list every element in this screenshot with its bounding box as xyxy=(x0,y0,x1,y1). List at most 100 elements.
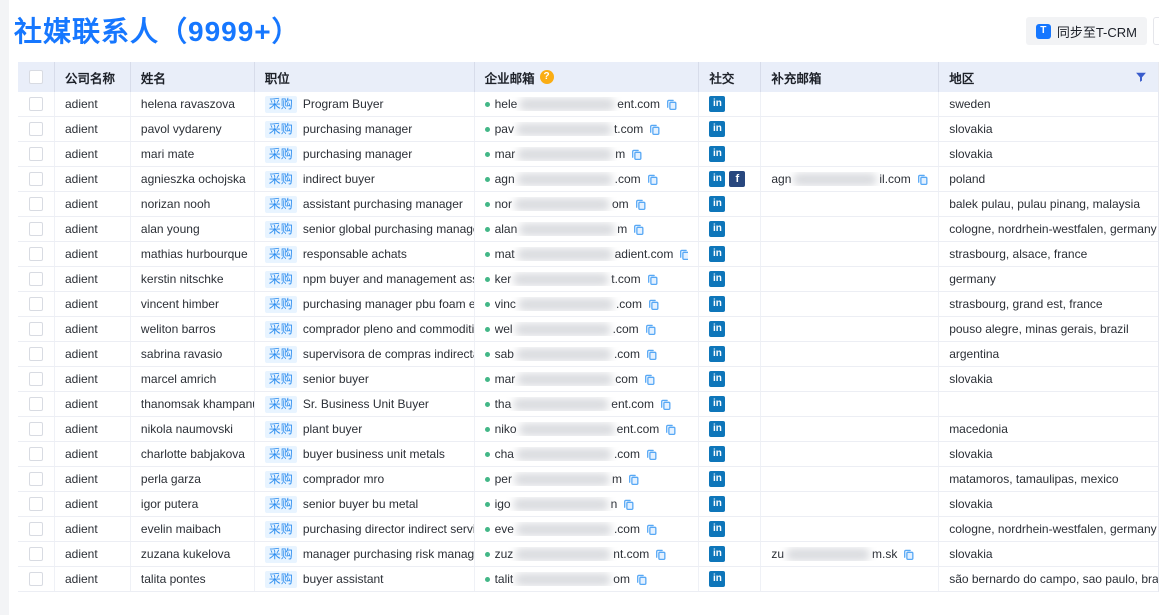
region-cell: sweden xyxy=(949,97,991,111)
header-company: 公司名称 xyxy=(55,62,131,92)
copy-icon[interactable] xyxy=(644,323,657,336)
email-prefix: hele xyxy=(494,97,518,111)
row-checkbox-cell xyxy=(18,392,55,416)
linkedin-icon[interactable]: in xyxy=(709,321,726,337)
email-blurred-section xyxy=(513,397,610,411)
row-checkbox[interactable] xyxy=(28,147,43,161)
verified-dot-icon xyxy=(484,576,490,582)
header-social-label: 社交 xyxy=(709,71,735,86)
linkedin-icon[interactable]: in xyxy=(709,271,726,287)
copy-icon[interactable] xyxy=(916,173,928,186)
copy-icon[interactable] xyxy=(632,223,645,236)
row-checkbox[interactable] xyxy=(28,397,43,411)
row-checkbox[interactable] xyxy=(28,222,43,236)
linkedin-icon[interactable]: in xyxy=(709,546,726,562)
select-all-checkbox[interactable] xyxy=(28,70,43,84)
copy-icon[interactable] xyxy=(627,473,640,486)
question-icon[interactable]: ? xyxy=(539,70,554,84)
position-label: comprador mro xyxy=(302,472,385,486)
row-checkbox[interactable] xyxy=(28,97,43,111)
filter-icon[interactable] xyxy=(1134,70,1148,84)
position-cell: 采购 indirect buyer xyxy=(255,167,475,191)
copy-icon[interactable] xyxy=(645,523,658,536)
row-checkbox[interactable] xyxy=(28,322,43,336)
copy-icon[interactable] xyxy=(664,423,677,436)
copy-icon[interactable] xyxy=(630,148,643,161)
linkedin-icon[interactable]: in xyxy=(709,146,726,162)
row-checkbox[interactable] xyxy=(28,172,43,186)
linkedin-icon[interactable]: in xyxy=(709,396,726,412)
facebook-icon[interactable]: f xyxy=(729,171,746,187)
sync-to-tcrm-button[interactable]: T 同步至T-CRM xyxy=(1025,17,1147,45)
company-cell: adient xyxy=(55,517,131,541)
copy-icon[interactable] xyxy=(902,548,915,561)
partial-edge-button[interactable] xyxy=(1153,17,1159,45)
name-cell: weliton barros xyxy=(131,317,255,341)
row-checkbox[interactable] xyxy=(28,472,43,486)
email-prefix: cha xyxy=(494,447,514,461)
extra-email-cell xyxy=(761,517,940,541)
copy-icon[interactable] xyxy=(665,98,678,111)
social-cell: in xyxy=(699,242,762,266)
copy-icon[interactable] xyxy=(647,298,660,311)
linkedin-icon[interactable]: in xyxy=(709,446,726,462)
position-label: responsable achats xyxy=(302,247,407,261)
linkedin-icon[interactable]: in xyxy=(709,296,726,312)
linkedin-icon[interactable]: in xyxy=(709,246,726,262)
copy-icon[interactable] xyxy=(678,248,689,261)
table-row: adient perla garza 采购 comprador mro per m in ma… xyxy=(18,467,1158,492)
linkedin-icon[interactable]: in xyxy=(709,496,726,512)
extra-email-cell xyxy=(761,467,940,491)
linkedin-icon[interactable]: in xyxy=(709,371,726,387)
row-checkbox[interactable] xyxy=(28,522,43,536)
copy-icon[interactable] xyxy=(646,273,659,286)
row-checkbox[interactable] xyxy=(28,422,43,436)
row-checkbox[interactable] xyxy=(28,247,43,261)
copy-icon[interactable] xyxy=(645,448,658,461)
email-suffix: il.com xyxy=(879,172,911,186)
row-checkbox[interactable] xyxy=(28,372,43,386)
region-cell: balek pulau, pulau pinang, malaysia xyxy=(949,197,1140,211)
copy-icon[interactable] xyxy=(635,573,648,586)
copy-icon[interactable] xyxy=(654,548,667,561)
email-cell: talit om xyxy=(475,567,700,591)
email-blurred-section xyxy=(517,372,614,386)
verified-dot-icon xyxy=(484,526,490,532)
copy-icon[interactable] xyxy=(634,198,647,211)
row-checkbox[interactable] xyxy=(28,497,43,511)
position-label: assistant purchasing manager xyxy=(302,197,463,211)
linkedin-icon[interactable]: in xyxy=(709,571,726,587)
region-cell: macedonia xyxy=(949,422,1008,436)
row-checkbox[interactable] xyxy=(28,447,43,461)
copy-icon[interactable] xyxy=(648,123,661,136)
row-checkbox[interactable] xyxy=(28,547,43,561)
linkedin-icon[interactable]: in xyxy=(709,521,726,537)
linkedin-icon[interactable]: in xyxy=(709,171,726,187)
linkedin-icon[interactable]: in xyxy=(709,196,726,212)
copy-icon[interactable] xyxy=(659,398,672,411)
row-checkbox[interactable] xyxy=(28,197,43,211)
position-label: purchasing manager xyxy=(302,122,413,136)
position-label: senior buyer xyxy=(302,372,369,386)
row-checkbox[interactable] xyxy=(28,272,43,286)
row-checkbox[interactable] xyxy=(28,297,43,311)
linkedin-icon[interactable]: in xyxy=(709,96,726,112)
linkedin-icon[interactable]: in xyxy=(709,346,726,362)
row-checkbox[interactable] xyxy=(28,347,43,361)
copy-icon[interactable] xyxy=(645,348,658,361)
linkedin-icon[interactable]: in xyxy=(709,471,726,487)
copy-icon[interactable] xyxy=(643,373,656,386)
row-checkbox[interactable] xyxy=(28,122,43,136)
copy-icon[interactable] xyxy=(646,173,659,186)
linkedin-icon[interactable]: in xyxy=(709,421,726,437)
linkedin-icon[interactable]: in xyxy=(709,121,726,137)
copy-icon[interactable] xyxy=(622,498,635,511)
email-blurred-section xyxy=(516,172,613,186)
region-cell: slovakia xyxy=(949,547,993,561)
row-checkbox[interactable] xyxy=(28,572,43,586)
linkedin-icon[interactable]: in xyxy=(709,221,726,237)
table-row: adient kerstin nitschke 采购 npm buyer and ma… xyxy=(18,267,1158,292)
extra-email-cell xyxy=(761,367,940,391)
header-email: 企业邮箱 ? xyxy=(475,62,700,92)
procurement-badge: 采购 xyxy=(264,470,297,488)
